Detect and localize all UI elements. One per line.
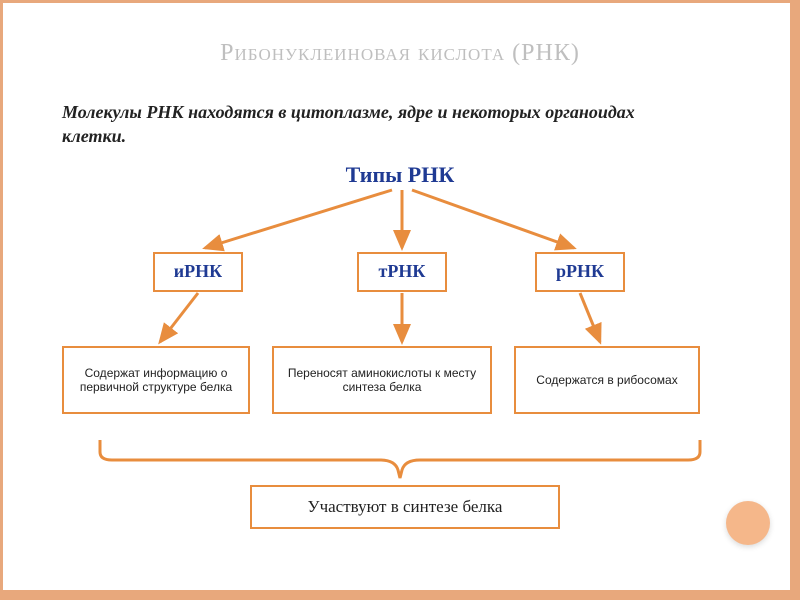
type-box-irna: иРНК <box>153 252 243 292</box>
types-title: Типы РНК <box>0 162 800 188</box>
type-box-rrna: рРНК <box>535 252 625 292</box>
type-box-trna: тРНК <box>357 252 447 292</box>
final-box: Участвуют в синтезе белка <box>250 485 560 529</box>
accent-circle <box>726 501 770 545</box>
page-title: Рибонуклеиновая кислота (РНК) <box>0 40 800 67</box>
subtitle: Молекулы РНК находятся в цитоплазме, ядр… <box>62 100 682 149</box>
desc-box-irna: Содержат информацию о первичной структур… <box>62 346 250 414</box>
desc-box-rrna: Содержатся в рибосомах <box>514 346 700 414</box>
desc-box-trna: Переносят аминокислоты к месту синтеза б… <box>272 346 492 414</box>
